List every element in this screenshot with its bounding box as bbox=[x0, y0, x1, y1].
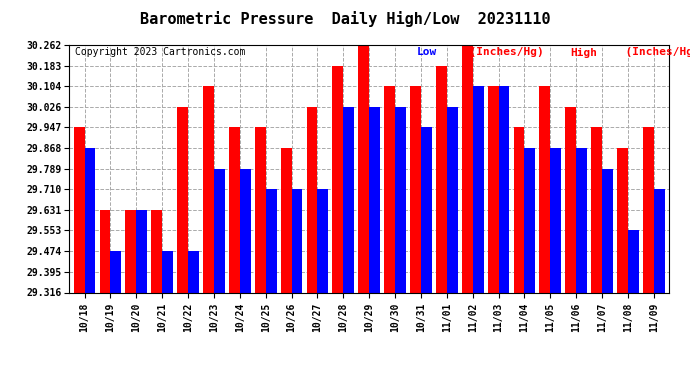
Bar bbox=[333, 66, 343, 292]
Text: Copyright 2023 Cartronics.com: Copyright 2023 Cartronics.com bbox=[75, 48, 246, 57]
Bar bbox=[306, 107, 317, 292]
Bar bbox=[136, 210, 147, 292]
Bar bbox=[421, 128, 432, 292]
Bar bbox=[358, 45, 369, 292]
Bar bbox=[473, 86, 484, 292]
Bar bbox=[74, 128, 84, 292]
Bar bbox=[643, 128, 653, 292]
Bar bbox=[281, 148, 291, 292]
Bar bbox=[436, 66, 446, 292]
Bar bbox=[317, 189, 328, 292]
Text: Barometric Pressure  Daily High/Low  20231110: Barometric Pressure Daily High/Low 20231… bbox=[139, 11, 551, 27]
Bar bbox=[617, 148, 628, 292]
Bar bbox=[126, 210, 136, 292]
Bar bbox=[565, 107, 576, 292]
Bar bbox=[524, 148, 535, 292]
Bar bbox=[462, 45, 473, 292]
Bar bbox=[591, 128, 602, 292]
Bar bbox=[177, 107, 188, 292]
Bar bbox=[229, 128, 240, 292]
Text: High: High bbox=[570, 48, 598, 57]
Bar bbox=[162, 251, 173, 292]
Bar bbox=[188, 251, 199, 292]
Bar bbox=[99, 210, 110, 292]
Bar bbox=[513, 128, 524, 292]
Bar bbox=[602, 169, 613, 292]
Bar bbox=[551, 148, 561, 292]
Bar bbox=[410, 86, 421, 292]
Bar bbox=[110, 251, 121, 292]
Bar bbox=[540, 86, 551, 292]
Bar bbox=[291, 189, 302, 292]
Bar bbox=[343, 107, 354, 292]
Bar bbox=[255, 128, 266, 292]
Text: Low: Low bbox=[417, 48, 437, 57]
Bar bbox=[488, 86, 498, 292]
Bar bbox=[498, 86, 509, 292]
Bar bbox=[576, 148, 587, 292]
Text: (Inches/Hg): (Inches/Hg) bbox=[456, 48, 544, 57]
Bar bbox=[151, 210, 162, 292]
Bar bbox=[203, 86, 214, 292]
Text: (Inches/Hg): (Inches/Hg) bbox=[612, 48, 690, 57]
Bar bbox=[653, 189, 664, 292]
Bar bbox=[395, 107, 406, 292]
Bar bbox=[446, 107, 457, 292]
Bar bbox=[84, 148, 95, 292]
Bar bbox=[240, 169, 250, 292]
Bar bbox=[266, 189, 277, 292]
Bar bbox=[369, 107, 380, 292]
Bar bbox=[214, 169, 225, 292]
Bar bbox=[628, 231, 639, 292]
Bar bbox=[384, 86, 395, 292]
